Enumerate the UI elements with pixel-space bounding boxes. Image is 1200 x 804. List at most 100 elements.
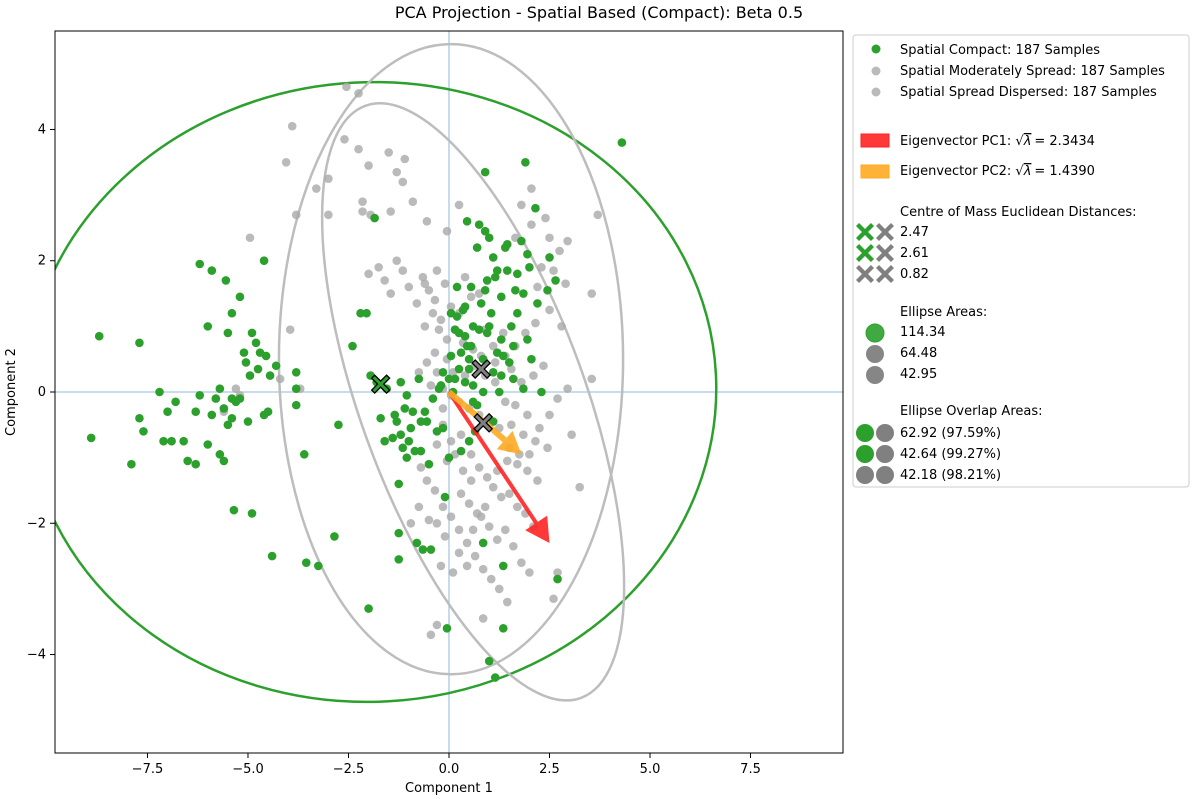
point-spread [432, 440, 442, 449]
legend-swatch-pc2 [860, 164, 890, 179]
point-spread [454, 200, 464, 210]
legend-distance-x-icon [876, 265, 894, 283]
point-spread [414, 368, 424, 377]
point-spread [430, 295, 440, 305]
point-spread [458, 466, 468, 476]
point-spread [466, 292, 476, 302]
legend-overlap-marker-3 [856, 466, 894, 484]
point-compact [171, 397, 180, 407]
chart-title: PCA Projection - Spatial Based (Compact)… [395, 3, 803, 22]
point-compact [223, 420, 233, 430]
point-spread [406, 518, 416, 528]
legend-area-value: 64.48 [900, 346, 937, 361]
point-compact [480, 285, 490, 295]
point-spread [500, 525, 510, 535]
point-compact [370, 213, 379, 223]
point-spread [432, 620, 442, 630]
point-spread [575, 482, 584, 492]
legend-distance-x-icon [856, 265, 874, 283]
legend-frame [852, 34, 1190, 488]
point-compact [523, 335, 532, 344]
legend-distances-title: Centre of Mass Euclidean Distances: [900, 205, 1137, 220]
ellipse-compact [55, 80, 718, 704]
point-compact [460, 302, 470, 311]
x-tick-label: −5.0 [232, 762, 264, 777]
point-compact [215, 384, 225, 394]
point-spread [446, 436, 456, 446]
point-compact [509, 341, 518, 351]
legend-distance-value: 2.47 [900, 225, 929, 240]
legend-swatch-pc1 [860, 133, 890, 148]
point-spread [519, 430, 528, 439]
point-compact [227, 308, 237, 318]
legend-pc2-value: = 1.4390 [1034, 164, 1095, 179]
point-spread [511, 400, 520, 410]
x-axis-label: Component 1 [405, 781, 493, 796]
point-spread [468, 525, 478, 535]
point-compact [519, 384, 528, 394]
point-compact [460, 331, 470, 341]
point-spread [464, 499, 474, 508]
point-spread [513, 502, 522, 512]
point-compact [330, 532, 339, 541]
point-spread [498, 328, 508, 338]
x-tick-label: 5.0 [640, 762, 661, 777]
point-compact [464, 354, 474, 364]
point-compact [426, 545, 436, 554]
legend-overlap-value: 42.64 (99.27%) [900, 447, 1001, 462]
point-compact [247, 328, 257, 338]
plot-area [54, 30, 844, 754]
point-spread [440, 532, 450, 541]
x-tick-label: −7.5 [132, 762, 164, 777]
point-spread [529, 371, 538, 380]
x-axis: −7.5 −5.0 −2.5 0.0 2.5 5.0 7.5 [132, 753, 761, 777]
point-compact [139, 427, 148, 436]
point-compact [356, 308, 365, 318]
point-spread [496, 492, 506, 502]
point-spread [490, 358, 500, 367]
point-compact [241, 358, 251, 367]
point-spread [354, 89, 363, 98]
legend-distance-markers [856, 223, 894, 283]
point-compact [364, 604, 373, 613]
point-spread [543, 443, 552, 453]
point-compact [527, 354, 536, 364]
point-spread [342, 82, 351, 92]
scatter-points [86, 82, 627, 682]
point-spread [358, 207, 367, 216]
y-axis-label: Component 2 [4, 348, 19, 436]
point-compact [402, 453, 412, 462]
point-spread [462, 538, 472, 548]
point-spread [432, 266, 442, 275]
point-compact [215, 450, 225, 459]
point-compact [408, 407, 418, 416]
y-tick-label: −4 [27, 648, 46, 663]
point-spread [446, 512, 456, 522]
point-spread [285, 325, 295, 334]
point-compact [127, 459, 136, 469]
point-spread [454, 525, 464, 535]
point-spread [424, 515, 434, 525]
point-spread [472, 509, 482, 518]
point-compact [235, 394, 245, 403]
point-compact [513, 269, 522, 279]
point-spread [436, 315, 446, 325]
legend-distance-x-icon [876, 244, 894, 262]
point-spread [422, 358, 432, 367]
point-spread [587, 374, 597, 384]
point-spread [500, 397, 510, 407]
ellipse-spread_dispersed [320, 102, 626, 702]
point-compact [155, 387, 164, 397]
point-spread [561, 279, 570, 289]
point-compact [476, 299, 486, 308]
point-compact [245, 371, 255, 380]
legend-label-moderately-spread: Spatial Moderately Spread: 187 Samples [900, 64, 1165, 79]
point-compact [261, 351, 271, 361]
sqrt-lambda-symbol: √ [1015, 164, 1024, 179]
point-compact [494, 387, 504, 397]
point-spread [527, 184, 536, 193]
point-compact [416, 417, 426, 426]
point-compact [480, 226, 490, 236]
point-compact [211, 394, 221, 403]
point-spread [456, 430, 466, 439]
